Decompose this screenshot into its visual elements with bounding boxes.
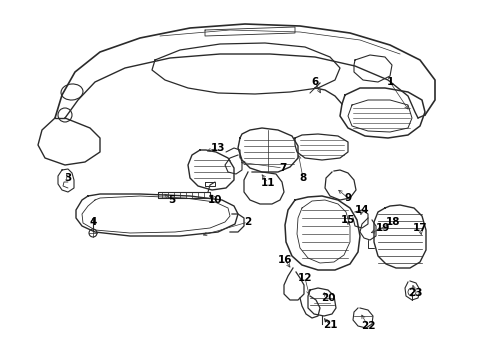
Text: 11: 11 — [261, 178, 275, 188]
Text: 20: 20 — [321, 293, 335, 303]
Text: 1: 1 — [387, 77, 393, 87]
Text: 23: 23 — [408, 288, 422, 298]
Text: 19: 19 — [376, 223, 390, 233]
Text: 17: 17 — [413, 223, 427, 233]
Text: 21: 21 — [323, 320, 337, 330]
Text: 10: 10 — [208, 195, 222, 205]
Text: 9: 9 — [344, 193, 351, 203]
Text: 2: 2 — [245, 217, 252, 227]
Text: 12: 12 — [298, 273, 312, 283]
Text: 7: 7 — [279, 163, 287, 173]
Text: 15: 15 — [341, 215, 355, 225]
Text: 18: 18 — [386, 217, 400, 227]
Text: 4: 4 — [89, 217, 97, 227]
Text: 22: 22 — [361, 321, 375, 331]
Text: 6: 6 — [311, 77, 318, 87]
Text: 8: 8 — [299, 173, 307, 183]
Text: 5: 5 — [169, 195, 175, 205]
Text: 13: 13 — [211, 143, 225, 153]
Text: 14: 14 — [355, 205, 369, 215]
Text: 16: 16 — [278, 255, 292, 265]
Text: 3: 3 — [64, 173, 72, 183]
